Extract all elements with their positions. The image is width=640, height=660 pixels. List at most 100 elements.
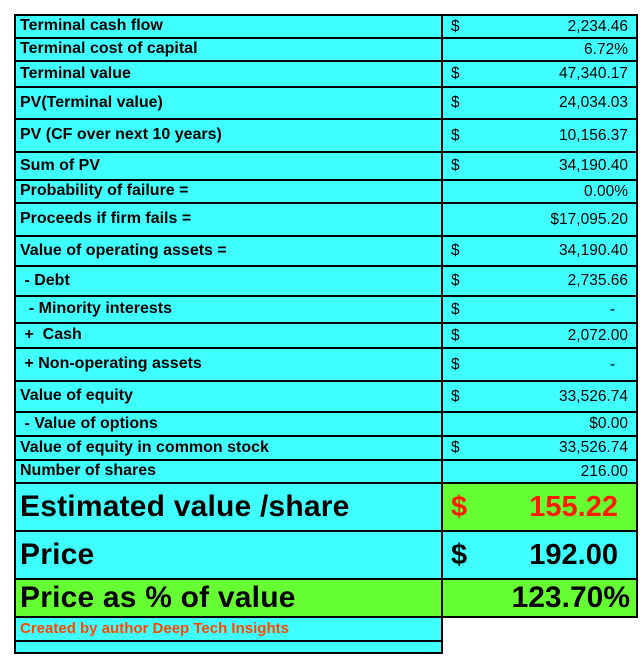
currency-symbol: $ xyxy=(451,326,460,344)
label-cell[interactable]: PV (CF over next 10 years) xyxy=(14,118,443,153)
currency-symbol: $ xyxy=(451,17,460,35)
table-row: Probability of failure = 0.00% xyxy=(14,179,638,204)
value-cell[interactable]: $47,340.17 xyxy=(441,60,638,88)
empty-cyan-cell[interactable] xyxy=(14,640,443,654)
value-text: $17,095.20 xyxy=(550,210,628,228)
value-cell[interactable]: 6.72% xyxy=(441,37,638,62)
label-cell[interactable]: Value of equity xyxy=(14,380,443,413)
currency-symbol: $ xyxy=(451,439,460,456)
label-cell[interactable]: + Non-operating assets xyxy=(14,347,443,382)
estimated-value-text: 155.22 xyxy=(529,490,618,523)
currency-symbol: $ xyxy=(451,242,460,259)
value-text: 10,156.37 xyxy=(559,126,628,144)
currency-symbol: $ xyxy=(451,272,460,289)
estimated-value-row: Estimated value /share $155.22 xyxy=(14,482,638,532)
value-text: - xyxy=(609,300,628,318)
valuation-table: Terminal cash flow $2,234.46 Terminal co… xyxy=(14,14,638,654)
table-row: - Value of options $0.00 xyxy=(14,411,638,437)
value-cell[interactable]: $17,095.20 xyxy=(441,202,638,237)
value-cell[interactable]: $ - xyxy=(441,295,638,324)
table-row: - Debt $2,735.66 xyxy=(14,265,638,297)
value-cell[interactable]: $2,072.00 xyxy=(441,322,638,349)
table-row: + Cash $2,072.00 xyxy=(14,322,638,349)
value-text: 6.72% xyxy=(584,40,628,58)
value-text: 216.00 xyxy=(580,462,628,480)
table-row: Value of equity $33,526.74 xyxy=(14,380,638,413)
table-row: Sum of PV $34,190.40 xyxy=(14,151,638,181)
currency-symbol: $ xyxy=(451,94,460,111)
estimated-value-cell[interactable]: $155.22 xyxy=(441,482,638,532)
currency-symbol: $ xyxy=(451,387,460,405)
spreadsheet: Terminal cash flow $2,234.46 Terminal co… xyxy=(14,14,638,654)
table-row: Value of operating assets = $34,190.40 xyxy=(14,235,638,267)
value-text: 47,340.17 xyxy=(559,65,628,82)
empty-cell xyxy=(442,617,637,641)
value-cell[interactable]: $33,526.74 xyxy=(441,435,638,461)
value-cell[interactable]: $34,190.40 xyxy=(441,235,638,267)
price-pct-row: Price as % of value 123.70% xyxy=(14,578,638,618)
table-row: Terminal value $47,340.17 xyxy=(14,60,638,88)
label-cell[interactable]: Number of shares xyxy=(14,459,443,484)
value-text: 2,735.66 xyxy=(567,272,628,289)
table-row: - Minority interests $ - xyxy=(14,295,638,324)
value-cell[interactable]: $24,034.03 xyxy=(441,86,638,120)
table-row: Terminal cash flow $2,234.46 xyxy=(14,14,638,39)
table-row: PV(Terminal value) $24,034.03 xyxy=(14,86,638,120)
label-cell[interactable]: + Cash xyxy=(14,322,443,349)
value-cell[interactable]: $34,190.40 xyxy=(441,151,638,181)
estimated-value-label[interactable]: Estimated value /share xyxy=(14,482,443,532)
label-cell[interactable]: Value of equity in common stock xyxy=(14,435,443,461)
value-cell[interactable]: $2,234.46 xyxy=(441,14,638,39)
credit-row: Created by author Deep Tech Insights xyxy=(14,616,637,642)
value-cell[interactable]: 0.00% xyxy=(441,179,638,204)
currency-symbol: $ xyxy=(451,65,460,82)
label-cell[interactable]: - Debt xyxy=(14,265,443,297)
currency-symbol: $ xyxy=(451,300,460,318)
label-cell[interactable]: - Minority interests xyxy=(14,295,443,324)
value-text: 2,234.46 xyxy=(567,17,628,35)
label-cell[interactable]: PV(Terminal value) xyxy=(14,86,443,120)
currency-symbol: $ xyxy=(451,157,460,174)
table-row: + Non-operating assets $ - xyxy=(14,347,638,382)
table-row: Value of equity in common stock $33,526.… xyxy=(14,435,638,461)
label-cell[interactable]: Probability of failure = xyxy=(14,179,443,204)
table-row: Terminal cost of capital 6.72% xyxy=(14,37,638,62)
value-text: 34,190.40 xyxy=(559,242,628,259)
price-label[interactable]: Price xyxy=(14,530,443,580)
value-text: $0.00 xyxy=(589,415,628,432)
value-cell[interactable]: $2,735.66 xyxy=(441,265,638,297)
price-value-cell[interactable]: $192.00 xyxy=(441,530,638,580)
price-value-text: 192.00 xyxy=(529,538,618,571)
table-row: Proceeds if firm fails = $17,095.20 xyxy=(14,202,638,237)
price-pct-value-text: 123.70% xyxy=(511,581,630,614)
currency-symbol: $ xyxy=(451,355,460,373)
label-cell[interactable]: Terminal value xyxy=(14,60,443,88)
empty-cell xyxy=(442,641,637,653)
label-cell[interactable]: Sum of PV xyxy=(14,151,443,181)
label-cell[interactable]: - Value of options xyxy=(14,411,443,437)
value-text: 34,190.40 xyxy=(559,157,628,174)
value-text: - xyxy=(609,355,628,373)
currency-symbol: $ xyxy=(451,538,468,571)
table-row: Number of shares 216.00 xyxy=(14,459,638,484)
value-text: 33,526.74 xyxy=(559,387,628,405)
value-cell[interactable]: $10,156.37 xyxy=(441,118,638,153)
value-cell[interactable]: 216.00 xyxy=(441,459,638,484)
label-cell[interactable]: Terminal cost of capital xyxy=(14,37,443,62)
value-cell[interactable]: $0.00 xyxy=(441,411,638,437)
price-pct-value-cell[interactable]: 123.70% xyxy=(441,578,638,618)
value-text: 2,072.00 xyxy=(567,326,628,344)
label-cell[interactable]: Value of operating assets = xyxy=(14,235,443,267)
price-pct-label[interactable]: Price as % of value xyxy=(14,578,443,618)
label-cell[interactable]: Proceeds if firm fails = xyxy=(14,202,443,237)
value-text: 33,526.74 xyxy=(559,439,628,456)
table-row: PV (CF over next 10 years) $10,156.37 xyxy=(14,118,638,153)
value-cell[interactable]: $ - xyxy=(441,347,638,382)
label-cell[interactable]: Terminal cash flow xyxy=(14,14,443,39)
credit-text-cell[interactable]: Created by author Deep Tech Insights xyxy=(14,616,443,642)
value-text: 0.00% xyxy=(584,182,628,200)
value-text: 24,034.03 xyxy=(559,94,628,111)
value-cell[interactable]: $33,526.74 xyxy=(441,380,638,413)
currency-symbol: $ xyxy=(451,490,468,523)
price-row: Price $192.00 xyxy=(14,530,638,580)
